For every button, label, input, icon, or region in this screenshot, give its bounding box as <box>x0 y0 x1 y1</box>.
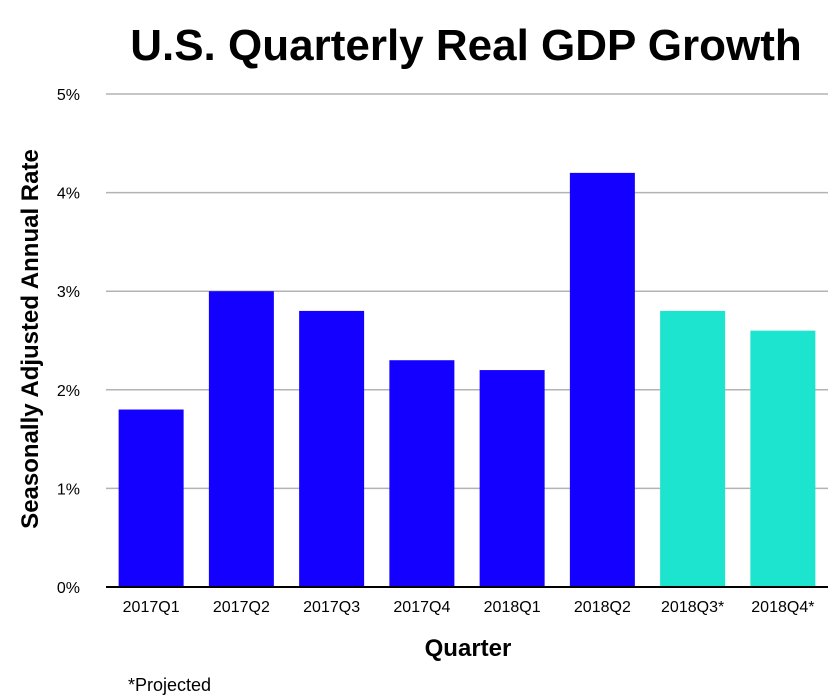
x-tick-label: 2018Q3* <box>661 599 724 616</box>
bar-2017Q4 <box>389 360 455 587</box>
x-axis-title: Quarter <box>425 635 512 662</box>
x-tick-label: 2017Q3 <box>303 599 360 616</box>
y-tick-label: 4% <box>57 186 80 203</box>
bar-2017Q3 <box>299 310 365 587</box>
y-tick-label: 0% <box>57 580 80 597</box>
x-tick-label: 2018Q4* <box>751 599 814 616</box>
bar-2018Q2 <box>569 172 635 587</box>
bar-2017Q2 <box>208 291 274 587</box>
footnote: *Projected <box>128 675 211 695</box>
x-tick-label: 2018Q1 <box>484 599 541 616</box>
bar-2018Q3 <box>660 310 726 587</box>
bar-2018Q4 <box>750 330 816 587</box>
y-tick-label: 5% <box>57 87 80 104</box>
x-axis-ticks: 2017Q1 2017Q2 2017Q3 2017Q4 2018Q1 2018Q2 2018… <box>123 599 815 616</box>
y-axis-ticks: 0% 1% 2% 3% 4% 5% <box>57 87 80 597</box>
y-tick-label: 3% <box>57 284 80 301</box>
y-tick-label: 1% <box>57 481 80 498</box>
y-axis-title: Seasonally Adjusted Annual Rate <box>17 149 44 529</box>
x-tick-label: 2017Q2 <box>213 599 270 616</box>
x-tick-label: 2017Q4 <box>393 599 450 616</box>
y-tick-label: 2% <box>57 383 80 400</box>
chart-title: U.S. Quarterly Real GDP Growth <box>130 21 802 70</box>
bar-2018Q1 <box>479 370 545 587</box>
bars <box>118 172 816 587</box>
x-tick-label: 2017Q1 <box>123 599 180 616</box>
bar-2017Q1 <box>118 409 184 587</box>
x-tick-label: 2018Q2 <box>574 599 631 616</box>
